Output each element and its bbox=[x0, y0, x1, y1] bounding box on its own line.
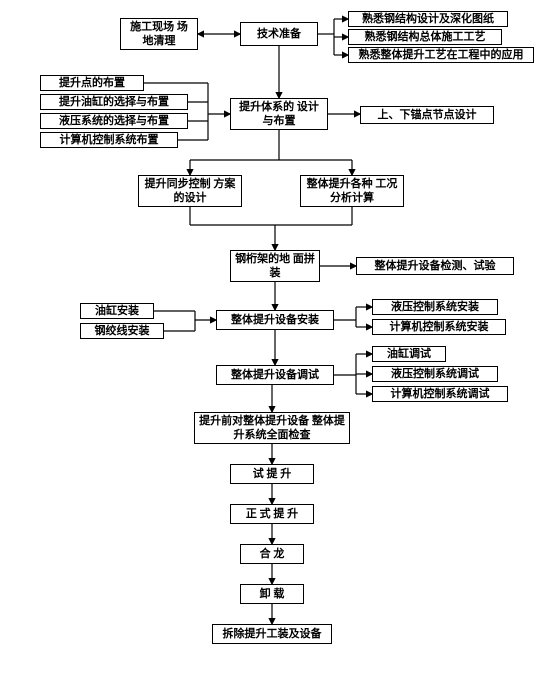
node-unload: 卸 载 bbox=[240, 584, 304, 604]
node-trial-lift: 试 提 升 bbox=[230, 464, 314, 484]
node-layout-item-3: 液压系统的选择与布置 bbox=[40, 113, 188, 129]
node-tech-item-1: 熟悉钢结构设计及深化图纸 bbox=[348, 11, 508, 27]
node-full-check: 提升前对整体提升设备 整体提升系统全面检查 bbox=[194, 412, 350, 444]
node-layout-item-2: 提升油缸的选择与布置 bbox=[40, 94, 188, 110]
node-layout-item-1: 提升点的布置 bbox=[40, 75, 144, 91]
node-hydraulic-debug: 液压控制系统调试 bbox=[372, 366, 498, 382]
node-sync-control-design: 提升同步控制 方案的设计 bbox=[138, 175, 242, 207]
node-formal-lift: 正 式 提 升 bbox=[230, 504, 314, 524]
node-lifting-system-design: 提升体系的 设计与布置 bbox=[230, 98, 328, 130]
node-cylinder-install: 油缸安装 bbox=[80, 303, 154, 319]
node-equipment-debug: 整体提升设备调试 bbox=[216, 365, 334, 385]
node-remove-equipment: 拆除提升工装及设备 bbox=[212, 624, 332, 644]
node-tech-prep: 技术准备 bbox=[240, 22, 318, 46]
node-layout-item-4: 计算机控制系统布置 bbox=[40, 132, 178, 148]
node-computer-install: 计算机控制系统安装 bbox=[372, 319, 506, 335]
node-ground-assembly: 钢桁架的地 面拼装 bbox=[230, 250, 320, 282]
node-strand-install: 钢绞线安装 bbox=[80, 323, 164, 339]
node-closure: 合 龙 bbox=[240, 544, 304, 564]
node-tech-item-3: 熟悉整体提升工艺在工程中的应用 bbox=[348, 47, 534, 63]
node-equipment-inspection: 整体提升设备检测、试验 bbox=[356, 257, 514, 275]
node-equipment-install: 整体提升设备安装 bbox=[216, 310, 334, 330]
node-anchor-joint-design: 上、下锚点节点设计 bbox=[360, 106, 494, 124]
node-cylinder-debug: 油缸调试 bbox=[372, 346, 446, 362]
node-hydraulic-install: 液压控制系统安装 bbox=[372, 299, 498, 315]
node-computer-debug: 计算机控制系统调试 bbox=[372, 386, 508, 402]
node-condition-analysis: 整体提升各种 工况分析计算 bbox=[300, 175, 404, 207]
node-site-clearing: 施工现场 场地清理 bbox=[120, 18, 198, 50]
node-tech-item-2: 熟悉钢结构总体施工工艺 bbox=[348, 29, 502, 45]
